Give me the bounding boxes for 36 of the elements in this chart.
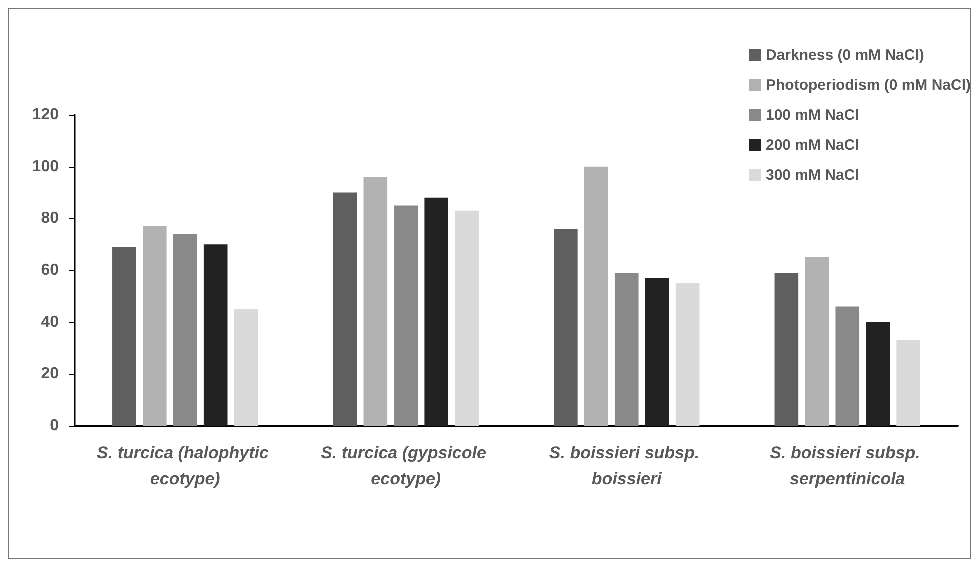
y-tick-label: 100 <box>32 158 60 176</box>
bar <box>204 244 228 426</box>
y-tick-label: 0 <box>50 418 60 434</box>
legend-label: 300 mM NaCl <box>766 167 860 184</box>
bar <box>234 309 258 426</box>
bar <box>836 306 860 426</box>
x-tick-label: S. boissieri subsp. boissieri <box>549 444 704 488</box>
bar <box>554 229 578 426</box>
bar <box>805 258 830 426</box>
bar <box>676 283 700 426</box>
x-tick-label: S. boissieri subsp. serpentinicola <box>770 444 926 488</box>
y-tick-label: 60 <box>41 262 60 279</box>
bar <box>896 340 920 426</box>
legend-label: Photoperiodism (0 mM NaCl) <box>766 77 972 94</box>
bar <box>394 206 418 426</box>
bar <box>455 210 479 426</box>
legend-label: Darkness (0 mM NaCl) <box>766 47 924 64</box>
bar <box>614 273 639 426</box>
y-tick-label: 40 <box>41 314 60 331</box>
x-tick-label: S. turcica (halophytic ecotype) <box>97 444 274 488</box>
bar <box>173 234 198 426</box>
y-tick-label: 20 <box>41 366 60 383</box>
bar <box>143 226 167 426</box>
y-tick-label: 80 <box>41 210 60 228</box>
legend-label: 200 mM NaCl <box>766 137 860 154</box>
bar <box>112 247 136 426</box>
bar <box>866 322 890 426</box>
legend-label: 100 mM NaCl <box>766 107 860 124</box>
bar <box>645 278 670 426</box>
bar <box>774 273 799 426</box>
y-tick-label: 120 <box>32 106 60 124</box>
x-tick-label: S. turcica (gypsicole ecotype) <box>321 444 492 488</box>
bar <box>424 198 448 426</box>
bar <box>333 192 358 426</box>
bar <box>364 177 388 426</box>
bar <box>584 166 608 426</box>
